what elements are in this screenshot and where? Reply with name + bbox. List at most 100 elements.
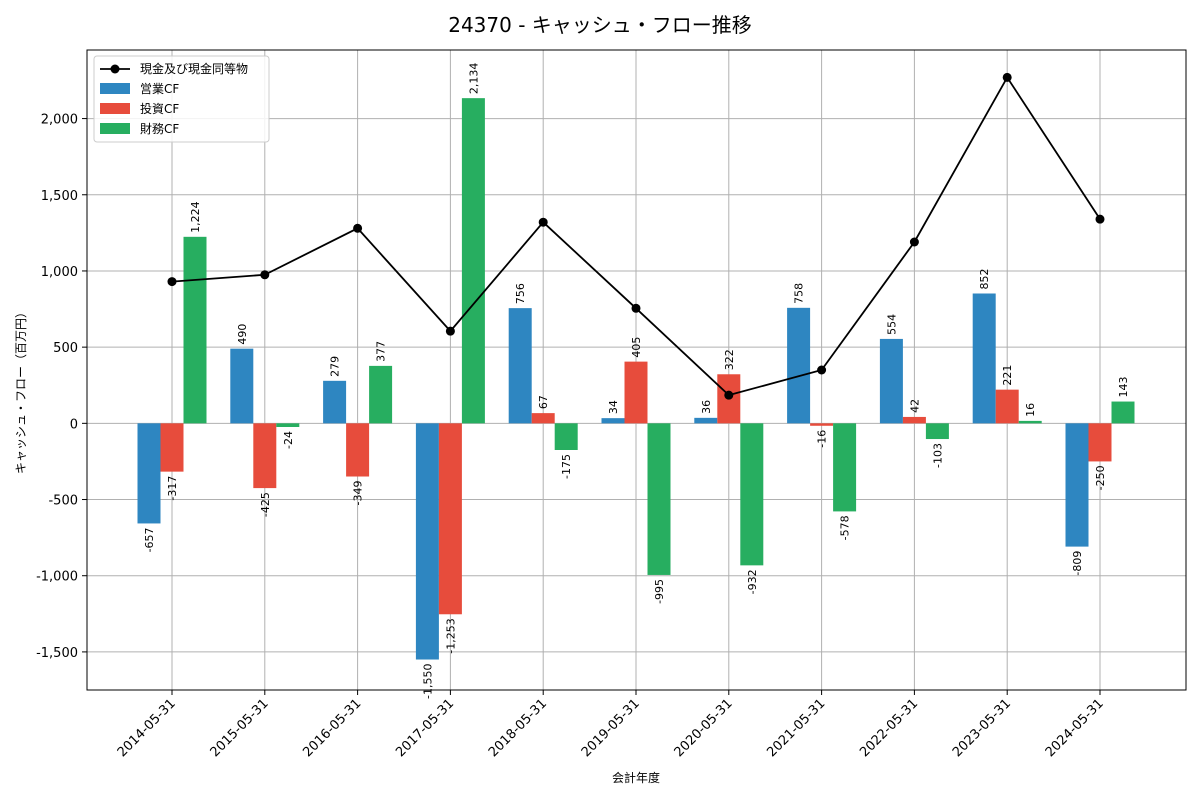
- bar-value-label: -103: [931, 443, 944, 468]
- cash-point: [817, 365, 827, 375]
- bar-value-label: -1,550: [421, 664, 434, 699]
- bar-investing-cf: [995, 389, 1019, 424]
- bar-value-label: -657: [143, 527, 156, 552]
- y-tick-label: -500: [48, 494, 78, 509]
- chart-title: 24370 - キャッシュ・フロー推移: [448, 13, 752, 37]
- bar-value-label: -250: [1094, 465, 1107, 490]
- bar-financing-cf: [369, 365, 393, 424]
- x-axis-label: 会計年度: [612, 770, 660, 785]
- bar-financing-cf: [740, 423, 764, 566]
- bar-investing-cf: [1088, 423, 1112, 462]
- bar-operating-cf: [508, 308, 532, 424]
- x-tick-label: 2019-05-31: [579, 696, 643, 760]
- y-tick-label: 2,000: [41, 113, 78, 128]
- y-tick-label: 1,000: [41, 265, 78, 280]
- bar-value-label: 143: [1117, 377, 1130, 398]
- x-tick-label: 2024-05-31: [1043, 696, 1107, 760]
- legend-line-marker: [110, 64, 120, 74]
- line-layer: [167, 72, 1105, 400]
- x-tick-label: 2015-05-31: [208, 696, 272, 760]
- y-tick-label: 1,500: [41, 189, 78, 204]
- bar-operating-cf: [415, 423, 439, 660]
- bar-value-label: 67: [537, 395, 550, 409]
- bar-value-label: -1,253: [444, 618, 457, 653]
- y-tick-label: 500: [53, 341, 78, 356]
- bar-value-label: 2,134: [467, 63, 480, 95]
- legend-label-cash: 現金及び現金同等物: [140, 61, 248, 76]
- bars-layer: [137, 98, 1135, 660]
- bar-value-label: 42: [908, 399, 921, 413]
- bar-value-label: 758: [793, 283, 806, 304]
- bar-value-label: -24: [282, 431, 295, 449]
- bar-investing-cf: [810, 423, 834, 426]
- y-axis: -1,500 -1,000 -500 0 500 1,000 1,500 2,000: [36, 113, 87, 661]
- bar-value-label: 405: [630, 337, 643, 358]
- bar-value-label: -175: [560, 454, 573, 479]
- legend-swatch: [100, 103, 130, 114]
- y-tick-label: -1,500: [36, 646, 78, 661]
- bar-investing-cf: [160, 423, 184, 472]
- cash-point: [631, 303, 641, 313]
- bar-financing-cf: [925, 423, 949, 440]
- bar-operating-cf: [787, 307, 811, 424]
- cash-point: [353, 223, 363, 233]
- legend-swatch: [100, 123, 130, 134]
- bar-value-label: 322: [723, 349, 736, 370]
- cash-point: [909, 237, 919, 247]
- bar-value-label: 756: [514, 283, 527, 304]
- bar-value-label: -16: [816, 430, 829, 448]
- bar-value-label: 36: [700, 400, 713, 414]
- bar-investing-cf: [438, 423, 462, 615]
- x-tick-label: 2014-05-31: [115, 696, 179, 760]
- bar-financing-cf: [1018, 420, 1042, 424]
- cash-point: [1002, 72, 1012, 82]
- bar-value-label: 1,224: [189, 201, 202, 233]
- bar-financing-cf: [183, 236, 207, 424]
- bar-value-label: -809: [1071, 551, 1084, 576]
- cash-point: [724, 390, 734, 400]
- bar-value-label: 221: [1001, 365, 1014, 386]
- bar-value-label: 34: [607, 400, 620, 414]
- bar-value-label: 16: [1024, 403, 1037, 417]
- y-tick-label: 0: [70, 417, 78, 432]
- legend-swatch: [100, 83, 130, 94]
- y-axis-label: キャッシュ・フロー（百万円）: [14, 306, 28, 474]
- bar-investing-cf: [624, 361, 648, 424]
- bar-value-label: -932: [746, 569, 759, 594]
- bar-investing-cf: [902, 416, 926, 424]
- bar-operating-cf: [972, 293, 996, 424]
- cash-point: [1095, 214, 1105, 224]
- bar-value-label: -995: [653, 579, 666, 604]
- legend-box: [93, 55, 270, 143]
- bar-value-label: 554: [885, 314, 898, 335]
- bar-operating-cf: [694, 417, 718, 424]
- x-tick-label: 2021-05-31: [764, 696, 828, 760]
- cash-point: [260, 270, 270, 280]
- cash-point: [445, 326, 455, 336]
- legend-label: 営業CF: [140, 82, 179, 96]
- x-tick-label: 2018-05-31: [486, 696, 550, 760]
- bar-operating-cf: [1065, 423, 1089, 547]
- bar-operating-cf: [879, 338, 903, 424]
- bar-financing-cf: [647, 423, 671, 575]
- legend-label: 投資CF: [140, 101, 179, 116]
- bar-investing-cf: [531, 413, 555, 424]
- x-tick-label: 2023-05-31: [950, 696, 1014, 760]
- bar-value-label: -317: [166, 476, 179, 501]
- cash-point: [167, 277, 177, 287]
- y-tick-label: -1,000: [36, 570, 78, 585]
- x-tick-label: 2017-05-31: [393, 696, 457, 760]
- bar-investing-cf: [346, 423, 370, 477]
- x-axis: 2014-05-31 2015-05-31 2016-05-31 2017-05-31…: [115, 690, 1107, 760]
- bar-value-label: -578: [839, 515, 852, 540]
- bar-operating-cf: [137, 423, 161, 524]
- cash-point: [538, 217, 548, 227]
- bar-value-label: 852: [978, 269, 991, 290]
- bar-value-label: 279: [329, 356, 342, 377]
- bar-financing-cf: [554, 423, 578, 450]
- bar-value-label: -425: [259, 492, 272, 517]
- bar-value-label: -349: [352, 481, 365, 506]
- bar-labels-layer: -657 490 279 -1,550 756 34 36 758 554 852 -809 -317…: [143, 63, 1130, 699]
- legend-label: 財務CF: [140, 121, 179, 136]
- bar-operating-cf: [323, 380, 347, 424]
